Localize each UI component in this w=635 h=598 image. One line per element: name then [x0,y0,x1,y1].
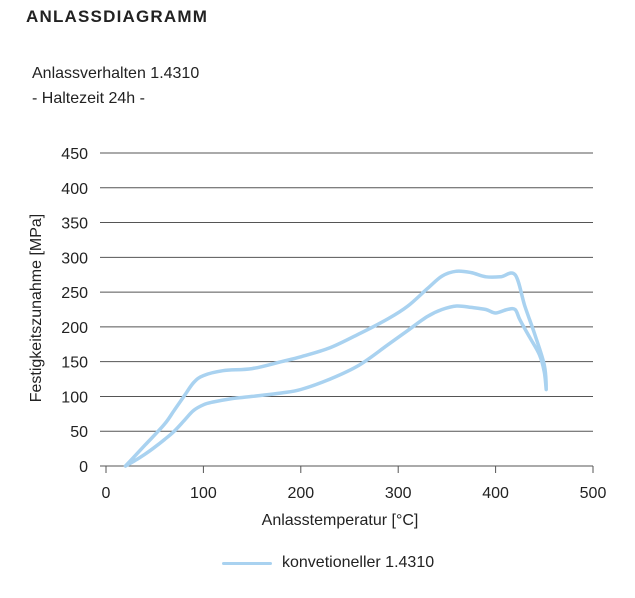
x-axis-label: Anlasstemperatur [°C] [262,512,419,529]
y-tick-label: 100 [61,389,88,406]
y-tick-label: 250 [61,285,88,302]
x-tick-label: 200 [287,485,314,502]
x-tick-label: 400 [482,485,509,502]
legend: konvetioneller 1.4310 [222,554,434,572]
y-tick-label: 300 [61,250,88,267]
x-tick-label: 300 [385,485,412,502]
y-tick-label: 400 [61,181,88,198]
grid-layer [100,152,594,473]
y-tick-label: 350 [61,216,88,233]
y-tick-label: 150 [61,355,88,372]
x-tick-label: 100 [190,485,217,502]
y-tick-label: 450 [61,146,88,163]
chart-subtitle-line1: Anlassverhalten 1.4310 [32,65,200,82]
series-layer [123,269,548,468]
x-tick-label: 500 [580,485,607,502]
x-tick-label: 0 [102,485,111,502]
y-axis-label: Festigkeitszunahme [MPa] [28,214,45,403]
chart-subtitle-line2: - Haltezeit 24h - [32,90,145,107]
y-tick-label: 0 [79,459,88,476]
legend-swatch [222,561,272,565]
legend-label: konvetioneller 1.4310 [282,554,435,571]
tick-layer: 0 50 100 150 200 250 300 350 400 450 0 100 200 300 400… [61,146,606,502]
y-tick-label: 200 [61,320,88,337]
y-tick-label: 50 [70,424,88,441]
page-heading: ANLASSDIAGRAMM [26,7,209,26]
series-line-0 [123,269,548,468]
